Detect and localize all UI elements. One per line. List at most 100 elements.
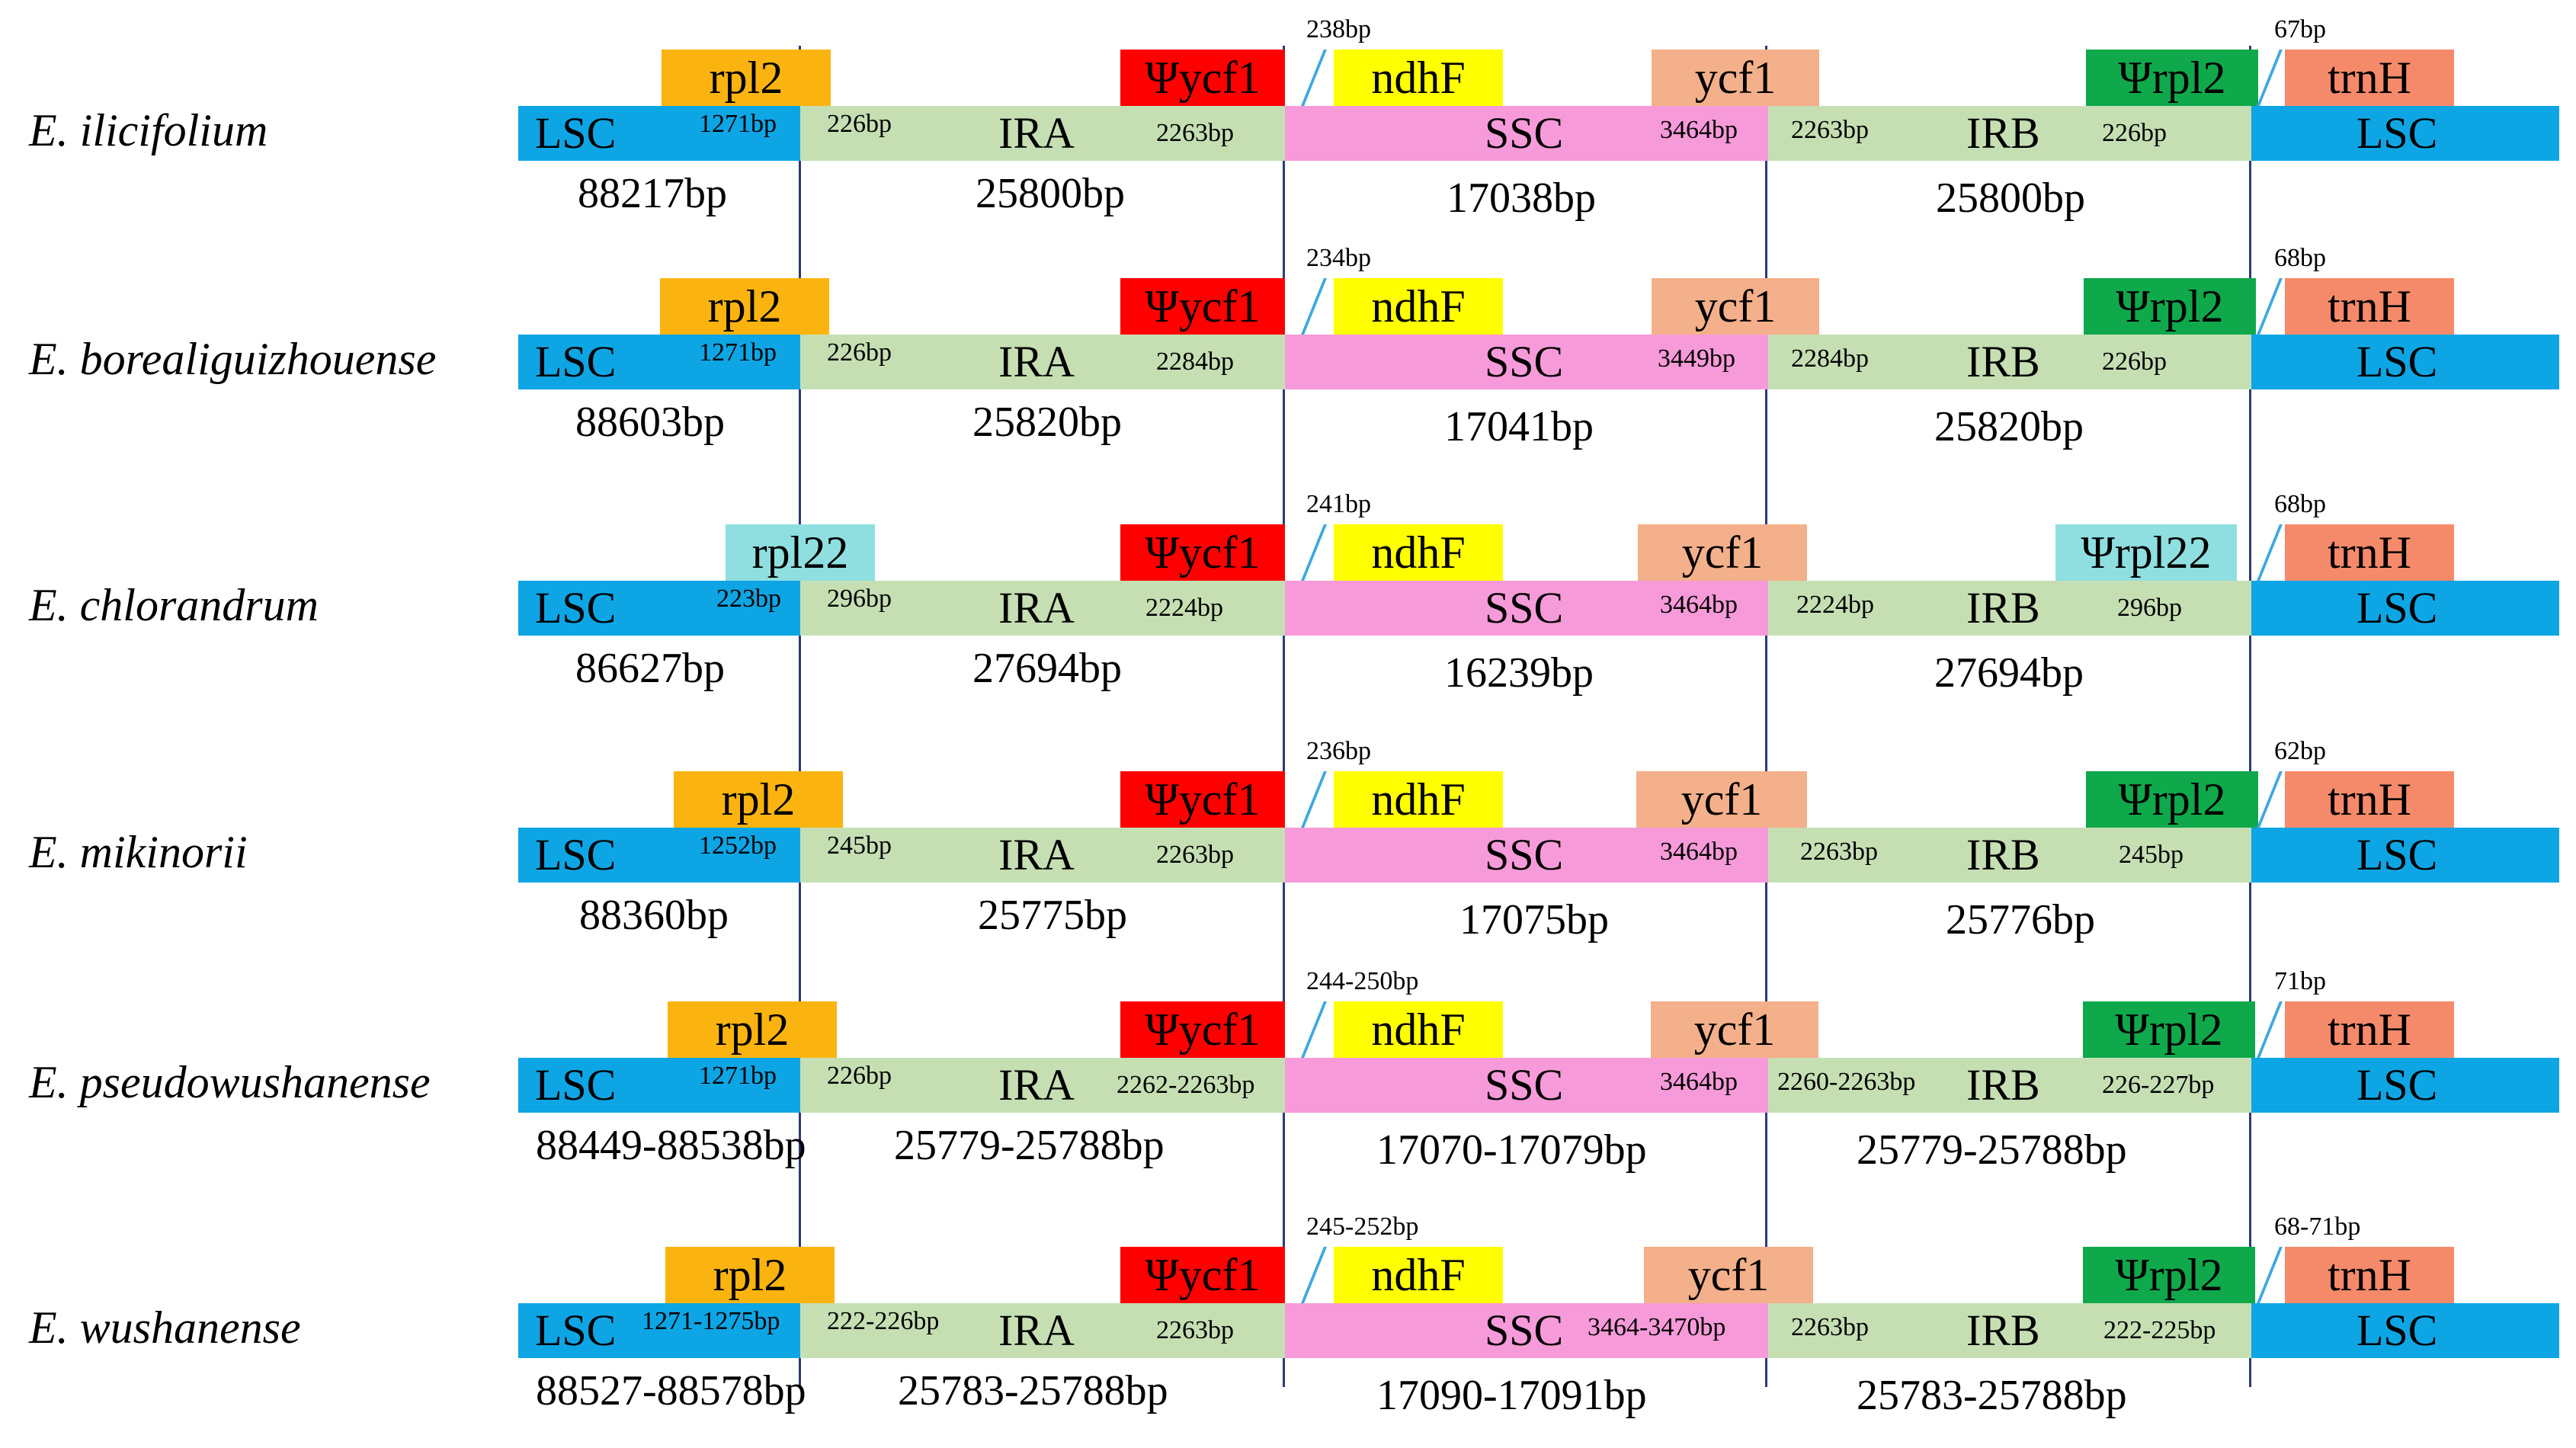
ira-length: 27694bp <box>972 645 1122 692</box>
trnh-distance: 68bp <box>2274 244 2326 272</box>
jla-left-distance: 1271-1275bp <box>642 1307 780 1335</box>
ssc-bar <box>1285 106 1768 161</box>
irb-length: 25776bp <box>1946 896 2095 943</box>
jla-right-distance: 296bp <box>827 585 892 613</box>
lsc-end-label: LSC <box>2357 337 2438 386</box>
lsc-end-bar <box>2251 1303 2559 1358</box>
ndhf-distance: 236bp <box>1306 737 1371 765</box>
lsc-end-bar <box>2251 1058 2559 1113</box>
irb-bar <box>1768 828 2251 883</box>
gap-slash-trnh <box>2257 50 2283 106</box>
irb-label: IRB <box>1966 1305 2040 1355</box>
jsa-left-distance: 3464-3470bp <box>1588 1313 1726 1341</box>
irb-bar <box>1768 1303 2251 1358</box>
lsc-label: LSC <box>535 337 617 386</box>
ndhf-distance: 244-250bp <box>1306 967 1419 995</box>
ssc-length: 17070-17079bp <box>1376 1126 1647 1174</box>
gene-psirpl2: Ψrpl2 <box>2083 1247 2255 1303</box>
gene-psi-ycf1: Ψycf1 <box>1120 524 1285 581</box>
irb-length: 25779-25788bp <box>1857 1126 2127 1174</box>
ira-length: 25820bp <box>972 399 1122 446</box>
lsc-label: LSC <box>535 108 617 158</box>
ira-length: 25779-25788bp <box>894 1122 1165 1169</box>
lsc-length: 88449-88538bp <box>536 1122 806 1169</box>
jla-right-distance: 245bp <box>827 831 892 860</box>
ssc-length: 17038bp <box>1447 175 1596 222</box>
ira-bar <box>800 581 1285 636</box>
jsa-left-distance: 3464bp <box>1660 116 1738 144</box>
jla-left-distance: 1271bp <box>699 1062 777 1090</box>
jlb-left-distance: 226bp <box>2102 119 2167 147</box>
ssc-bar <box>1285 828 1768 883</box>
gene-trnh: trnH <box>2285 1001 2454 1058</box>
irb-label: IRB <box>1966 830 2040 879</box>
ssc-length: 17075bp <box>1459 896 1609 943</box>
trnh-distance: 62bp <box>2274 737 2326 765</box>
ndhf-distance: 241bp <box>1306 490 1371 518</box>
gene-rpl2: rpl2 <box>668 1001 837 1058</box>
lsc-label: LSC <box>535 1060 617 1110</box>
irb-bar <box>1768 1058 2251 1113</box>
boundary-line-jlb <box>2249 46 2251 1387</box>
gene-ndhf: ndhF <box>1334 278 1503 335</box>
lsc-end-bar <box>2251 106 2559 161</box>
species-name: E. wushanense <box>29 1302 301 1353</box>
gene-ndhf: ndhF <box>1334 50 1503 106</box>
lsc-length: 88603bp <box>575 399 725 446</box>
jsa-right-distance: 2263bp <box>1791 1313 1869 1341</box>
jsa-left-distance: 3464bp <box>1660 1068 1738 1096</box>
gene-ndhf: ndhF <box>1334 524 1503 581</box>
jla-right-distance: 226bp <box>827 110 892 138</box>
ira-label: IRA <box>998 1305 1075 1355</box>
ira-label: IRA <box>998 337 1075 386</box>
boundary-line-jsb <box>1283 46 1285 1387</box>
ira-bar <box>800 1303 1285 1358</box>
gap-slash-trnh <box>2257 1001 2283 1058</box>
species-name: E. mikinorii <box>29 827 248 877</box>
lsc-bar <box>518 1303 800 1358</box>
lsc-length: 88527-88578bp <box>536 1367 806 1414</box>
gene-rpl2: rpl2 <box>674 771 843 828</box>
jsb-left-distance: 2263bp <box>1156 841 1234 869</box>
ira-bar <box>800 335 1285 389</box>
boundary-line-jla <box>799 46 801 1387</box>
species-name: E. ilicifolium <box>29 105 268 155</box>
gene-ndhf: ndhF <box>1334 1247 1503 1303</box>
ira-label: IRA <box>998 830 1075 879</box>
lsc-end-bar <box>2251 828 2559 883</box>
irb-bar <box>1768 335 2251 389</box>
gene-psi-ycf1: Ψycf1 <box>1120 50 1285 106</box>
jlb-left-distance: 222-225bp <box>2103 1316 2216 1344</box>
gap-slash-ndhf <box>1301 50 1327 106</box>
trnh-distance: 68bp <box>2274 490 2326 518</box>
ndhf-distance: 245-252bp <box>1306 1213 1419 1241</box>
lsc-end-bar <box>2251 581 2559 636</box>
irb-label: IRB <box>1966 337 2040 386</box>
lsc-bar <box>518 1058 800 1113</box>
jsa-left-distance: 3464bp <box>1660 591 1738 619</box>
species-name: E. pseudowushanense <box>29 1057 431 1107</box>
jla-left-distance: 1271bp <box>699 110 777 138</box>
lsc-bar <box>518 581 800 636</box>
lsc-end-label: LSC <box>2357 1305 2438 1355</box>
gene-psirpl2: Ψrpl2 <box>2086 50 2258 106</box>
gap-slash-ndhf <box>1301 1001 1327 1058</box>
irb-label: IRB <box>1966 583 2040 633</box>
ssc-length: 17041bp <box>1444 403 1594 450</box>
jsb-left-distance: 2263bp <box>1156 119 1234 147</box>
lsc-end-label: LSC <box>2357 830 2438 879</box>
gene-trnh: trnH <box>2285 1247 2454 1303</box>
ssc-bar <box>1285 1303 1768 1358</box>
gene-ndhf: ndhF <box>1334 1001 1503 1058</box>
jsb-left-distance: 2224bp <box>1145 594 1223 622</box>
ssc-label: SSC <box>1485 108 1564 158</box>
ssc-length: 16239bp <box>1444 649 1594 697</box>
trnh-distance: 71bp <box>2274 967 2326 995</box>
ira-bar <box>800 828 1285 883</box>
jsa-right-distance: 2260-2263bp <box>1777 1068 1916 1096</box>
gap-slash-ndhf <box>1301 1247 1327 1303</box>
gene-rpl2: rpl2 <box>660 278 829 335</box>
jlb-left-distance: 226-227bp <box>2102 1071 2215 1099</box>
lsc-bar <box>518 335 800 389</box>
ssc-label: SSC <box>1485 1305 1564 1355</box>
